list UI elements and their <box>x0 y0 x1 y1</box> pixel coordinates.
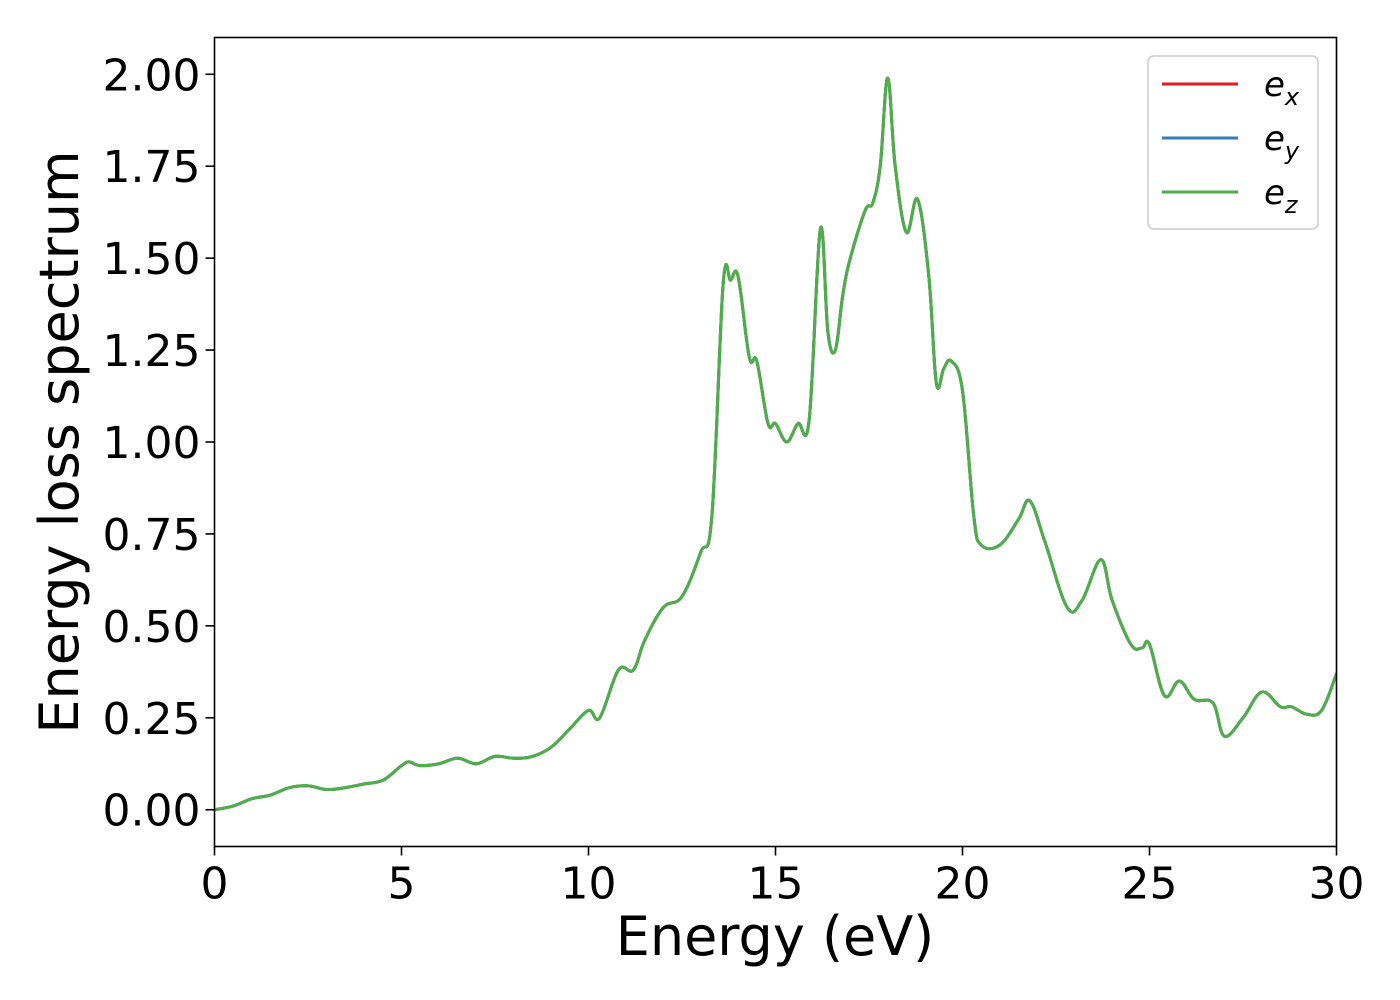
y-tick-label: 0.75 <box>103 510 201 561</box>
plot-lines <box>214 76 1337 812</box>
x-axis-label: Energy (eV) <box>616 905 935 968</box>
x-tick-label: 25 <box>1122 859 1178 910</box>
y-tick-label: 1.75 <box>103 142 201 193</box>
x-tick-label: 0 <box>201 859 229 910</box>
y-tick-label: 0.00 <box>103 786 201 837</box>
y-axis: 0.00 0.25 0.50 0.75 1.00 1.25 1.50 1.75 2.00 <box>103 50 215 837</box>
series-line-ez <box>214 76 1337 812</box>
x-tick-label: 20 <box>935 859 991 910</box>
y-tick-label: 0.25 <box>103 694 201 745</box>
x-tick-label: 10 <box>561 859 617 910</box>
x-tick-label: 5 <box>388 859 416 910</box>
y-axis-label: Energy loss spectrum <box>28 150 91 733</box>
legend-frame <box>1147 55 1319 230</box>
y-tick-label: 1.50 <box>103 234 201 285</box>
x-tick-label: 15 <box>748 859 804 910</box>
y-tick-label: 1.00 <box>103 418 201 469</box>
x-axis: 0 5 10 15 20 25 30 <box>201 846 1365 910</box>
y-tick-label: 0.50 <box>103 602 201 653</box>
y-tick-label: 1.25 <box>103 326 201 377</box>
x-tick-label: 30 <box>1309 859 1365 910</box>
y-tick-label: 2.00 <box>103 50 201 101</box>
